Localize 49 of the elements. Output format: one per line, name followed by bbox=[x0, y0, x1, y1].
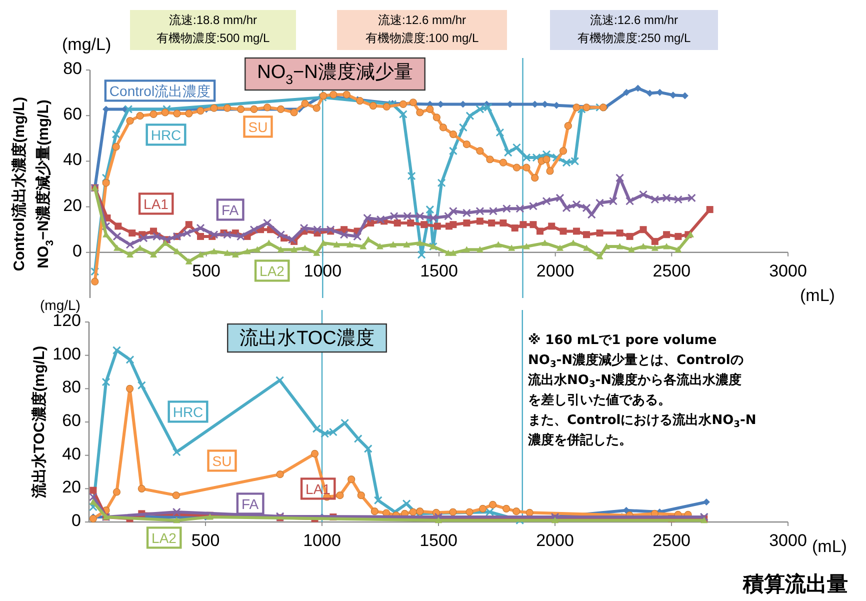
y-axis-title: 流出水TOC濃度(mg/L) bbox=[30, 346, 48, 500]
series-label: LA2 bbox=[260, 262, 285, 279]
x-tick-label: 3000 bbox=[769, 262, 807, 281]
y-tick-label: 80 bbox=[63, 59, 82, 78]
series-label: FA bbox=[241, 496, 260, 512]
x-tick-label: 1500 bbox=[420, 531, 458, 550]
x-tick-label: 1000 bbox=[303, 531, 341, 550]
series-label: LA1 bbox=[144, 196, 169, 212]
series-label: SU bbox=[212, 452, 232, 469]
series-label: HRC bbox=[172, 404, 204, 420]
y-tick-label: 100 bbox=[52, 344, 81, 364]
x-tick-label: 500 bbox=[191, 531, 220, 550]
y-tick-label: 40 bbox=[62, 444, 81, 464]
x-tick-label: 3000 bbox=[769, 531, 807, 550]
y-tick-label: 80 bbox=[62, 378, 81, 398]
series-label: FA bbox=[221, 202, 240, 218]
text: (mg/L) bbox=[40, 296, 80, 313]
annotation: NO$_{3}$-N濃度減少量とは、Controlの bbox=[528, 352, 744, 370]
x-tick-label: 1500 bbox=[420, 262, 458, 281]
series-label: Control流出濃度 bbox=[109, 82, 211, 99]
y-tick-label: 0 bbox=[72, 242, 82, 261]
series-label: HRC bbox=[150, 126, 182, 143]
text: 流速:12.6 mm/hr 有機物濃度:100 mg/L bbox=[365, 13, 480, 46]
annotation: ※ 160 mLで1 pore volume bbox=[528, 332, 717, 348]
text: (mL) bbox=[800, 286, 835, 306]
annotation: また、Controlにおける流出水NO$_{3}$-N bbox=[528, 412, 756, 430]
chart-title: 流出水TOC濃度 bbox=[240, 327, 374, 350]
series-label: LA2 bbox=[152, 530, 177, 546]
x-tick-label: 2000 bbox=[536, 262, 574, 281]
text: 流速:18.8 mm/hr 有機物濃度:500 mg/L bbox=[156, 13, 270, 46]
x-tick-label: 2500 bbox=[652, 531, 690, 550]
x-tick-label: 500 bbox=[192, 262, 221, 281]
y-tick-label: 60 bbox=[63, 105, 82, 124]
y-tick-label: 20 bbox=[63, 196, 82, 216]
text: 流速:12.6 mm/hr 有機物濃度:250 mg/L bbox=[577, 13, 692, 46]
y-tick-label: 40 bbox=[63, 150, 82, 170]
x-tick-label: 2500 bbox=[652, 262, 691, 281]
annotation: を差し引いた値である。 bbox=[528, 392, 671, 408]
text: (mL) bbox=[812, 537, 847, 556]
x-tick-label: 2000 bbox=[536, 531, 574, 550]
text: (mg/L) bbox=[62, 35, 112, 54]
y-tick-label: 20 bbox=[62, 478, 81, 498]
annotation: 流出水NO$_{3}$-N濃度から各流出水濃度 bbox=[527, 372, 742, 390]
x-axis-title: 積算流出量 bbox=[742, 572, 848, 596]
annotation: 濃度を併記した。 bbox=[527, 432, 632, 448]
series-label: SU bbox=[248, 118, 268, 135]
chart-title: NO$_{3}$−N濃度減少量 bbox=[257, 61, 413, 88]
y-tick-label: 60 bbox=[62, 411, 81, 430]
y-tick-label: 0 bbox=[72, 511, 81, 530]
